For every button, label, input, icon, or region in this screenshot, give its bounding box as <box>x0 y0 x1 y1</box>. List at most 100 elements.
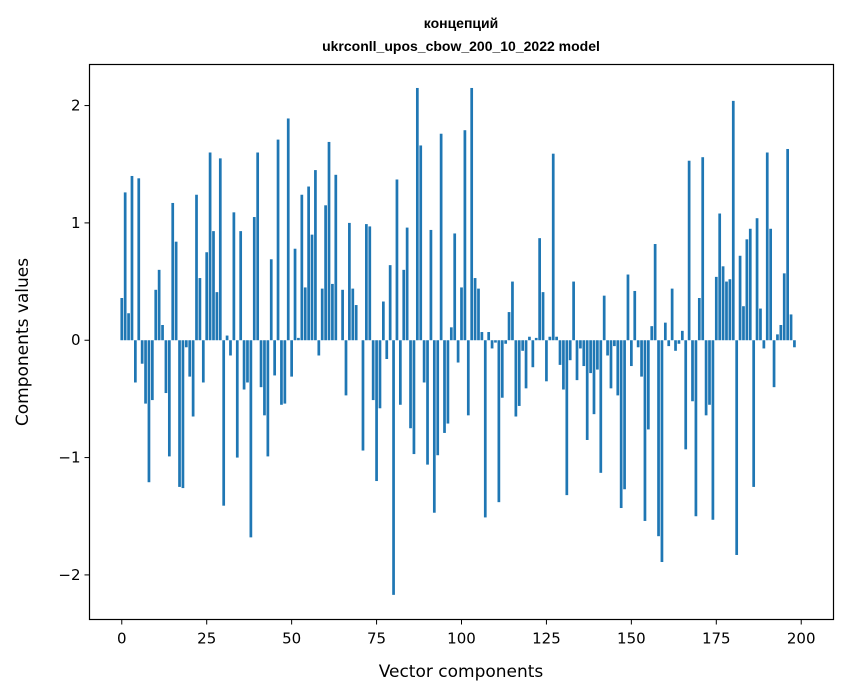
bar-1 <box>123 192 127 341</box>
bar-36 <box>242 340 246 390</box>
chart-title-line-2: ukrconll_upos_cbow_200_10_2022 model <box>322 38 600 54</box>
bar-197 <box>789 314 793 341</box>
bar-162 <box>670 288 674 341</box>
bar-123 <box>538 238 541 341</box>
bar-60 <box>324 205 327 341</box>
bar-183 <box>742 306 745 341</box>
bar-15 <box>171 202 175 341</box>
bar-127 <box>551 153 555 341</box>
bar-104 <box>473 278 477 341</box>
bar-165 <box>680 330 684 341</box>
bar-series <box>120 87 796 595</box>
bar-159 <box>660 340 664 563</box>
bar-75 <box>375 340 378 482</box>
bar-132 <box>568 340 572 361</box>
bar-16 <box>174 241 178 341</box>
bar-12 <box>161 324 164 341</box>
bar-110 <box>494 340 497 343</box>
bar-176 <box>718 213 722 341</box>
bar-33 <box>232 212 236 341</box>
bar-51 <box>293 248 297 341</box>
bar-154 <box>643 340 647 521</box>
bar-54 <box>303 287 307 341</box>
bar-25 <box>205 252 209 341</box>
bar-126 <box>548 336 552 341</box>
bar-101 <box>463 130 467 341</box>
bar-76 <box>378 340 382 409</box>
bar-89 <box>422 340 426 383</box>
bar-62 <box>331 283 334 341</box>
bar-157 <box>653 244 657 341</box>
x-tick-label: 50 <box>282 630 301 648</box>
bar-13 <box>164 340 168 394</box>
bar-131 <box>565 340 569 496</box>
bar-41 <box>259 340 263 388</box>
bar-103 <box>470 87 474 341</box>
bar-112 <box>500 340 504 398</box>
bar-44 <box>269 259 273 341</box>
bar-56 <box>310 234 314 341</box>
bar-42 <box>263 340 266 416</box>
bar-24 <box>201 340 205 383</box>
bar-57 <box>314 170 317 341</box>
bar-134 <box>575 340 579 381</box>
bar-40 <box>256 152 260 341</box>
bar-47 <box>280 340 283 405</box>
bar-173 <box>708 340 711 405</box>
bar-31 <box>225 335 229 341</box>
x-tick-label: 100 <box>447 630 476 648</box>
bar-156 <box>650 326 654 341</box>
bar-116 <box>514 340 518 417</box>
bar-190 <box>765 152 769 341</box>
bar-91 <box>429 229 433 341</box>
bar-93 <box>436 340 440 456</box>
bar-147 <box>619 340 623 509</box>
bar-38 <box>249 340 253 538</box>
bar-139 <box>592 340 596 415</box>
bar-170 <box>697 298 701 341</box>
bar-99 <box>456 340 460 363</box>
bar-117 <box>517 340 521 406</box>
bar-188 <box>759 308 762 341</box>
bar-6 <box>140 340 144 364</box>
bar-26 <box>208 152 212 341</box>
x-axis-ticks: 0 25 50 75 100 125 150 175 200 <box>117 619 816 648</box>
bar-169 <box>694 340 698 517</box>
bar-82 <box>398 340 402 405</box>
bar-83 <box>402 269 406 341</box>
bar-172 <box>704 340 708 416</box>
bar-125 <box>545 340 548 382</box>
bar-186 <box>752 340 756 487</box>
y-tick-label: 2 <box>71 97 81 115</box>
bar-194 <box>779 324 783 341</box>
bar-174 <box>711 340 715 520</box>
bar-35 <box>239 231 243 341</box>
bar-45 <box>273 340 277 376</box>
bar-107 <box>483 340 487 518</box>
bar-79 <box>388 265 392 341</box>
bar-65 <box>341 289 344 341</box>
bar-23 <box>198 278 202 341</box>
bar-196 <box>786 148 789 341</box>
bar-17 <box>178 340 181 487</box>
bar-97 <box>449 327 453 341</box>
bar-105 <box>477 288 480 341</box>
bar-68 <box>351 288 355 341</box>
x-tick-label: 25 <box>197 630 216 648</box>
bar-37 <box>246 340 249 383</box>
bar-114 <box>507 312 511 341</box>
bar-98 <box>453 233 457 341</box>
bar-122 <box>534 337 538 341</box>
bar-136 <box>582 340 586 367</box>
bar-138 <box>589 340 592 374</box>
bar-4 <box>134 340 137 383</box>
bar-39 <box>252 217 256 341</box>
bar-175 <box>714 276 718 341</box>
bar-198 <box>793 340 796 348</box>
bar-189 <box>762 340 766 349</box>
bar-73 <box>368 226 372 341</box>
bar-142 <box>602 295 606 341</box>
bar-78 <box>385 340 389 360</box>
bar-19 <box>184 340 188 348</box>
bar-90 <box>426 340 429 465</box>
